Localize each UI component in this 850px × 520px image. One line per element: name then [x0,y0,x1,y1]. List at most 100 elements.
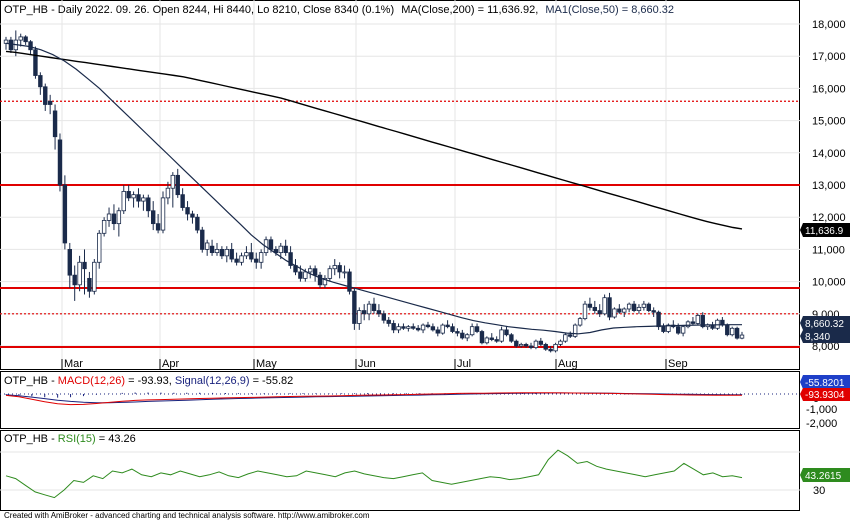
candle-body [420,324,426,331]
candle-body [739,334,745,339]
svg-text:-55.8201: -55.8201 [805,378,845,389]
candle-body [479,331,485,344]
candle-body [92,261,97,292]
candle-body [430,326,436,331]
candle-body [268,239,274,250]
candle-body [234,258,239,263]
candle-body [386,319,391,324]
candle-body [342,271,347,274]
candle-body [685,321,691,328]
signal-header-label: Signal(12,26,9) [175,375,250,387]
candle-body [631,303,637,311]
candle-body [636,306,642,311]
macd-tick-minus2000: -2,000 [806,418,837,430]
month-label: Mar [64,358,83,370]
rsi-header-prefix: OTP_HB - [4,433,58,445]
rsi-header-value: = 43.26 [99,433,136,445]
footer-credit: Created with AmiBroker - advanced charti… [4,511,370,520]
candle-body [553,343,558,352]
candle-body [376,310,382,315]
candle-body [514,340,519,347]
candle-body [57,139,63,186]
candle-body [469,326,475,336]
candle-body [538,340,544,345]
candle-body [317,274,323,286]
candle-body [612,308,617,318]
candle-body [401,326,406,329]
candle-body [519,343,524,347]
price-tick-label: 8,000 [812,341,840,353]
candle-body [465,334,470,339]
candle-body [180,194,185,208]
candle-body [622,308,627,313]
rsi-pane [0,430,800,511]
candle-body [690,321,696,324]
candle-body [288,252,293,266]
candle-body [572,324,578,337]
candle-body [209,245,215,254]
price-tick-label: 16,000 [812,83,846,95]
candle-body [592,306,597,311]
candle-body [106,213,112,221]
ma50-line [5,42,742,335]
macd-series [0,392,800,406]
candle-body [131,194,136,199]
candle-body [308,268,313,273]
candle-body [729,327,735,336]
candle-body [150,210,156,225]
candle-body [494,339,499,342]
candle-body [43,86,48,105]
candle-body [406,326,411,329]
candle-body [371,303,377,311]
candle-body [278,245,283,254]
candle-body [101,220,107,234]
svg-text:11,636.9: 11,636.9 [805,226,844,237]
month-label: May [256,358,277,370]
candle-body [204,242,210,250]
candle-body [8,39,14,51]
moving-averages [5,42,743,335]
candle-body [366,303,372,315]
candle-body [18,36,23,41]
candle-body [391,323,396,331]
candle-body [62,184,68,244]
candle-body [641,303,647,308]
svg-text:8,340: 8,340 [805,332,830,343]
candle-body [533,340,539,349]
badge-rsi: 43.2615 [800,468,850,482]
candle-body [548,348,553,352]
candle-body [695,315,701,324]
candle-body [273,248,279,254]
candle-body [357,310,362,324]
candle-body [185,207,190,215]
candle-body [425,324,431,328]
candle-body [77,261,82,286]
candle-body [450,326,455,332]
badge-macd: -93.9304 [800,388,850,401]
candle-body [602,297,607,315]
rsi-tick-30: 30 [813,485,825,497]
price-tick-label: 18,000 [812,19,846,31]
month-label: Aug [558,358,578,370]
candle-body [587,303,593,308]
candle-body [175,174,180,196]
candle-body [52,110,58,138]
candle-body [72,274,77,286]
candle-body [28,41,33,51]
price-tick-label: 14,000 [812,148,846,160]
candle-body [381,313,387,321]
candle-body [126,191,131,199]
badge-ma200: 11,636.9 [800,223,850,237]
candle-body [165,187,171,199]
header-ma200: MA(Close,200) = 11,636.92, [401,4,538,16]
candle-body [352,290,357,324]
rsi-header-label: RSI(15) [58,433,96,445]
candle-body [396,326,401,331]
candle-body [651,310,656,313]
macd-header-label: MACD(12,26) [58,375,125,387]
badge-signal: -55.8201 [800,375,850,389]
candle-body [38,75,43,88]
candle-body [676,326,681,334]
candle-body [734,327,740,339]
